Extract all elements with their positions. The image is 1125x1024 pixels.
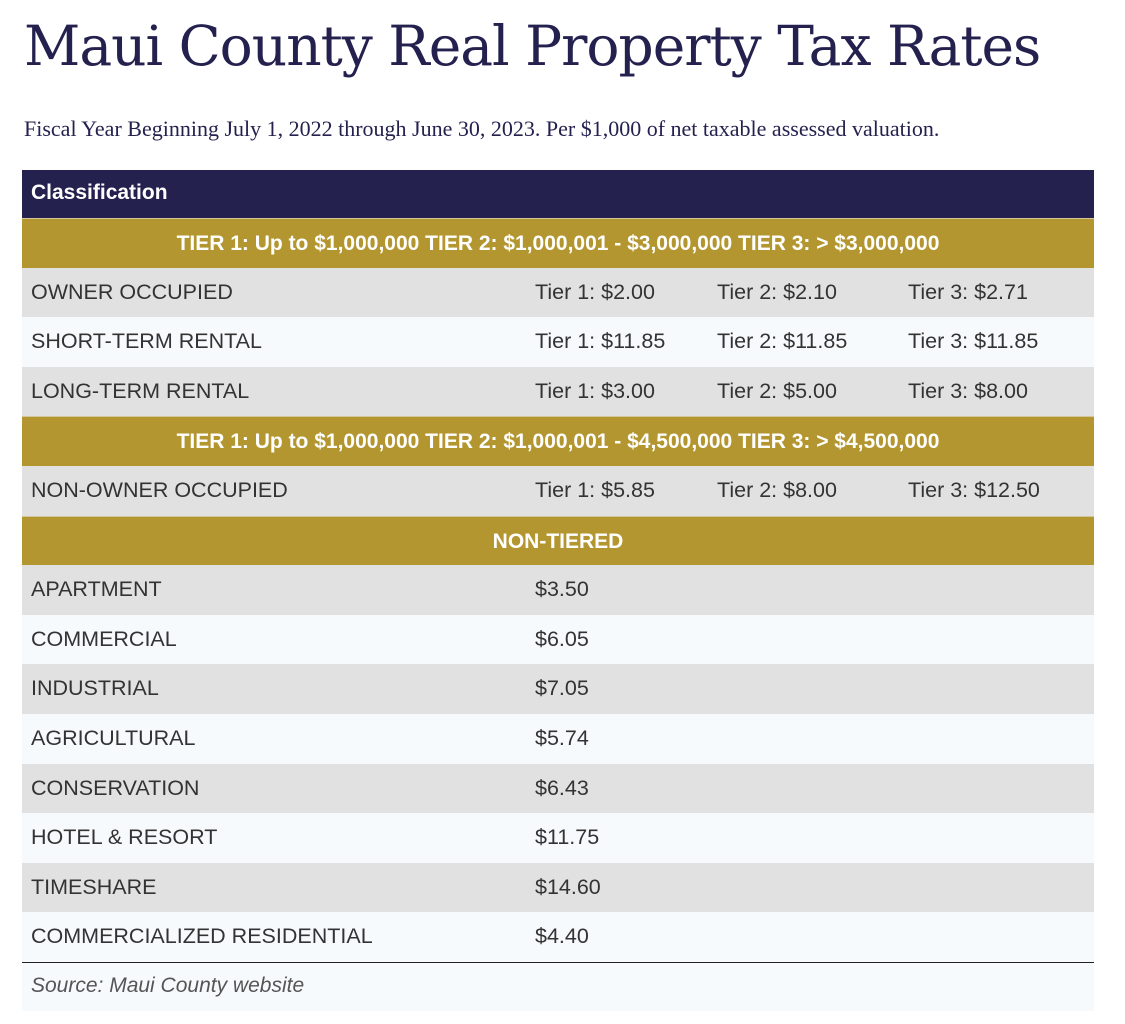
classification-label: LONG-TERM RENTAL xyxy=(31,378,250,403)
rate-value: $11.75 xyxy=(535,825,600,850)
header-classification: Classification xyxy=(31,181,168,204)
table-row: COMMERCIAL $6.05 xyxy=(22,614,1094,665)
classification-label: COMMERCIAL xyxy=(31,626,177,651)
classification-label: COMMERCIALIZED RESIDENTIAL xyxy=(31,924,373,949)
classification-label: TIMESHARE xyxy=(31,874,157,899)
rate-value: Tier 1: $5.85 xyxy=(535,477,655,502)
rate-value: Tier 2: $5.00 xyxy=(717,378,837,403)
table-row: HOTEL & RESORT $11.75 xyxy=(22,813,1094,863)
table-row: CONSERVATION $6.43 xyxy=(22,763,1094,814)
classification-label: OWNER OCCUPIED xyxy=(31,279,233,304)
rate-value: $14.60 xyxy=(535,874,601,899)
rate-value: Tier 2: $8.00 xyxy=(717,477,837,502)
rate-value: Tier 3: $8.00 xyxy=(908,378,1028,403)
rate-value: Tier 3: $12.50 xyxy=(908,477,1040,502)
classification-label: INDUSTRIAL xyxy=(31,676,159,701)
rate-value: $6.43 xyxy=(535,775,589,800)
rate-value: Tier 3: $11.85 xyxy=(908,329,1039,354)
table-row: NON-OWNER OCCUPIED Tier 1: $5.85 Tier 2: $… xyxy=(22,465,1094,516)
table-row: INDUSTRIAL $7.05 xyxy=(22,664,1094,714)
rate-value: Tier 3: $2.71 xyxy=(908,279,1028,304)
rate-value: Tier 1: $3.00 xyxy=(535,378,655,403)
rate-value: Tier 2: $2.10 xyxy=(717,279,837,304)
tax-rate-table: Classification TIER 1: Up to $1,000,000 … xyxy=(22,170,1094,1011)
rate-value: $6.05 xyxy=(535,626,589,651)
classification-label: HOTEL & RESORT xyxy=(31,825,218,850)
page-title: Maui County Real Property Tax Rates xyxy=(24,14,1041,78)
classification-label: NON-OWNER OCCUPIED xyxy=(31,477,288,502)
classification-label: SHORT-TERM RENTAL xyxy=(31,329,262,354)
table-header: Classification xyxy=(22,170,1094,218)
rate-value: $5.74 xyxy=(535,725,589,750)
table-row: APARTMENT $3.50 xyxy=(22,565,1094,615)
rate-value: Tier 2: $11.85 xyxy=(717,329,848,354)
table-divider xyxy=(22,961,1094,963)
classification-label: AGRICULTURAL xyxy=(31,725,196,750)
table-row: OWNER OCCUPIED Tier 1: $2.00 Tier 2: $2.10… xyxy=(22,267,1094,318)
table-row: COMMERCIALIZED RESIDENTIAL $4.40 xyxy=(22,912,1094,962)
rate-value: $7.05 xyxy=(535,676,589,701)
tier-band-2: TIER 1: Up to $1,000,000 TIER 2: $1,000,… xyxy=(22,416,1094,466)
page-subtitle: Fiscal Year Beginning July 1, 2022 throu… xyxy=(24,116,940,141)
source-note: Source: Maui County website xyxy=(22,962,1094,1011)
table-row: SHORT-TERM RENTAL Tier 1: $11.85 Tier 2: $… xyxy=(22,317,1094,367)
classification-label: CONSERVATION xyxy=(31,775,200,800)
rate-value: $3.50 xyxy=(535,577,589,602)
rate-value: Tier 1: $2.00 xyxy=(535,279,655,304)
table-row: LONG-TERM RENTAL Tier 1: $3.00 Tier 2: $5.… xyxy=(22,366,1094,417)
table-row: TIMESHARE $14.60 xyxy=(22,862,1094,913)
table-row: AGRICULTURAL $5.74 xyxy=(22,713,1094,764)
non-tiered-band: NON-TIERED xyxy=(22,515,1094,566)
classification-label: APARTMENT xyxy=(31,577,162,602)
tier-band-1: TIER 1: Up to $1,000,000 TIER 2: $1,000,… xyxy=(22,218,1094,268)
rate-value: $4.40 xyxy=(535,924,589,949)
rate-value: Tier 1: $11.85 xyxy=(535,329,666,354)
